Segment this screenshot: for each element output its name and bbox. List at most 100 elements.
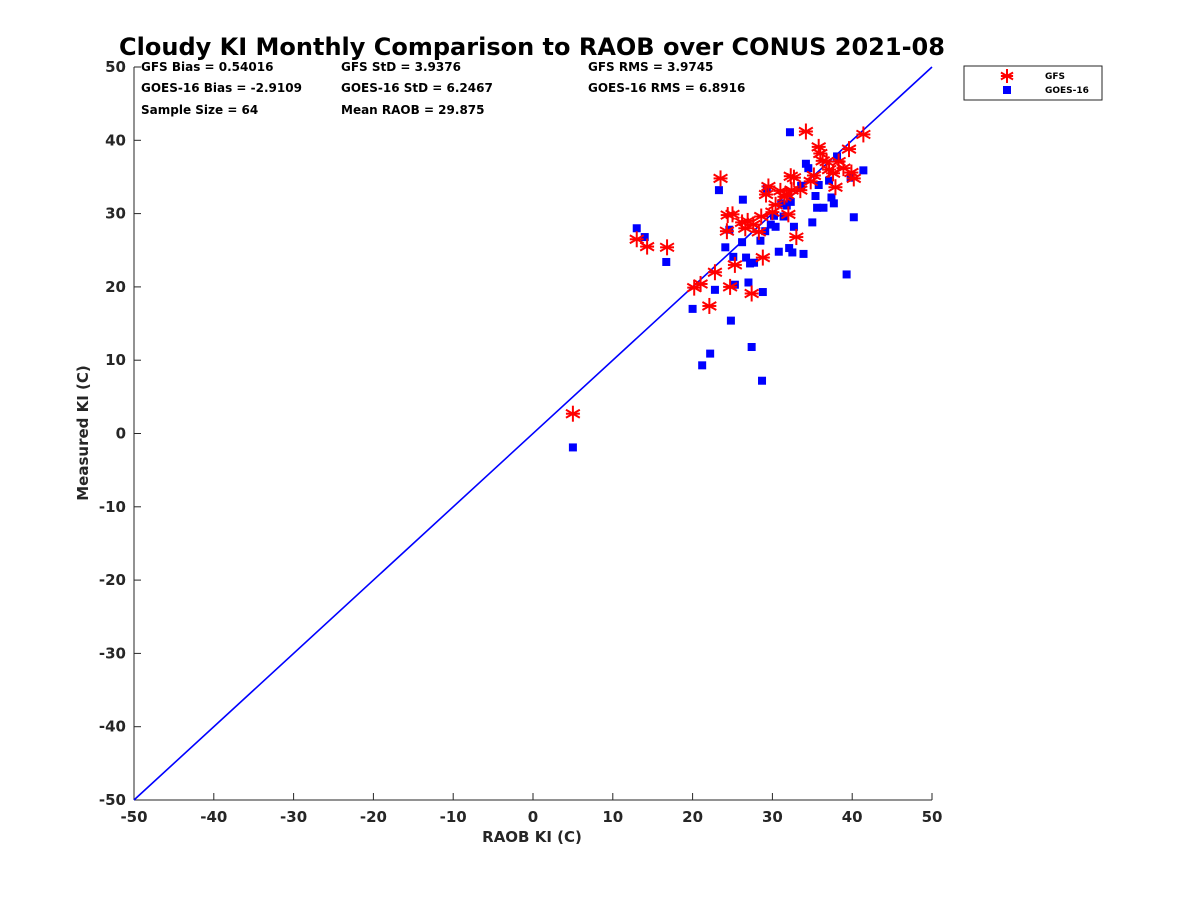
- goes-point: [688, 304, 697, 313]
- legend: GFS GOES-16: [963, 65, 1103, 101]
- gfs-point: [629, 231, 645, 248]
- goes-point: [801, 159, 810, 168]
- goes-point: [813, 203, 822, 212]
- goes-point: [710, 285, 719, 294]
- goes-rms-stat: GOES-16 RMS = 6.8916: [588, 81, 745, 95]
- gfs-point: [722, 278, 738, 295]
- goes-point: [859, 166, 868, 175]
- gfs-point: [846, 170, 862, 187]
- goes-point: [789, 222, 798, 231]
- chart-title: Cloudy KI Monthly Comparison to RAOB ove…: [119, 33, 945, 61]
- x-tick-label: -30: [280, 808, 307, 826]
- gfs-bias-stat: GFS Bias = 0.54016: [141, 60, 273, 74]
- goes-point: [750, 258, 759, 267]
- goes-point: [758, 376, 767, 385]
- x-ticks-group: -50 -40 -30 -20 -10 0 10 20 30 40 50: [120, 793, 942, 826]
- x-tick-label: 20: [682, 808, 703, 826]
- y-tick-label: -20: [99, 571, 126, 589]
- gfs-point: [727, 256, 743, 273]
- goes-point: [738, 195, 747, 204]
- goes-point: [814, 181, 823, 190]
- gfs-point: [819, 153, 835, 170]
- gfs-point: [798, 123, 814, 140]
- gfs-point: [786, 169, 802, 186]
- goes-point: [766, 220, 775, 229]
- y-ticks-group: -50 -40 -30 -20 -10 0 10 20 30 40 50: [99, 58, 141, 809]
- gfs-point: [760, 178, 776, 195]
- gfs-point: [812, 145, 828, 162]
- goes-point: [774, 247, 783, 256]
- goes-point: [786, 197, 795, 206]
- goes-point: [785, 128, 794, 137]
- gfs-point: [565, 405, 581, 422]
- x-tick-label: -40: [200, 808, 227, 826]
- goes-point: [849, 213, 858, 222]
- x-axis-label: RAOB KI (C): [482, 828, 582, 846]
- gfs-point: [753, 208, 769, 225]
- gfs-point: [719, 223, 735, 240]
- gfs-point: [792, 182, 808, 199]
- goes-point: [827, 193, 836, 202]
- gfs-point: [788, 229, 804, 246]
- goes-point: [640, 233, 649, 242]
- gfs-point: [806, 167, 822, 184]
- goes-point: [788, 248, 797, 257]
- goes-point: [785, 244, 794, 253]
- gfs-point: [855, 126, 871, 143]
- goes-point: [662, 257, 671, 266]
- goes-point: [747, 343, 756, 352]
- goes-point: [819, 203, 828, 212]
- gfs-point: [768, 196, 784, 213]
- legend-gfs-asterisk: [1000, 69, 1014, 83]
- goes-std-stat: GOES-16 StD = 6.2467: [341, 81, 493, 95]
- gfs-point: [780, 206, 796, 223]
- goes-point: [729, 252, 738, 261]
- goes-point: [811, 192, 820, 201]
- y-axis-label: Measured KI (C): [74, 365, 92, 501]
- goes-point: [771, 222, 780, 231]
- gfs-point: [755, 249, 771, 266]
- gfs-point: [639, 238, 655, 255]
- gfs-rms-stat: GFS RMS = 3.9745: [588, 60, 713, 74]
- goes-point: [726, 316, 735, 325]
- x-tick-label: -50: [120, 808, 147, 826]
- goes-point: [756, 236, 765, 245]
- legend-gfs-marker: [1000, 69, 1014, 83]
- legend-goes-marker: [1003, 86, 1011, 94]
- y-tick-label: 50: [105, 58, 126, 76]
- gfs-point: [725, 206, 740, 223]
- gfs-point: [693, 275, 709, 292]
- gfs-point: [841, 141, 857, 158]
- x-tick-label: 40: [842, 808, 863, 826]
- x-tick-label: 10: [602, 808, 623, 826]
- legend-goes-label: GOES-16: [1045, 86, 1089, 96]
- y-tick-label: -40: [99, 718, 126, 736]
- goes-point: [706, 349, 715, 358]
- goes-point: [714, 186, 723, 195]
- x-tick-label: 0: [528, 808, 538, 826]
- goes-point: [842, 270, 851, 279]
- goes-point: [744, 278, 753, 287]
- goes-point: [738, 238, 747, 247]
- goes-point: [777, 199, 786, 208]
- gfs-point: [701, 297, 717, 314]
- x-tick-label: 50: [922, 808, 943, 826]
- goes-point: [742, 253, 751, 262]
- goes-point: [829, 199, 838, 208]
- goes-point: [833, 152, 842, 161]
- x-tick-label: 30: [762, 808, 783, 826]
- y-tick-label: 20: [105, 278, 126, 296]
- y-tick-label: 10: [105, 351, 126, 369]
- gfs-point: [751, 223, 767, 240]
- y-tick-label: -50: [99, 791, 126, 809]
- y-tick-label: 30: [105, 205, 126, 223]
- gfs-point: [758, 186, 774, 203]
- gfs-point: [659, 239, 675, 256]
- goes-point: [799, 249, 808, 258]
- legend-gfs-label: GFS: [1045, 72, 1065, 82]
- mean-raob-stat: Mean RAOB = 29.875: [341, 103, 485, 117]
- gfs-point: [707, 264, 723, 281]
- gfs-point: [744, 285, 760, 302]
- gfs-point: [828, 179, 843, 196]
- goes-point: [721, 243, 730, 252]
